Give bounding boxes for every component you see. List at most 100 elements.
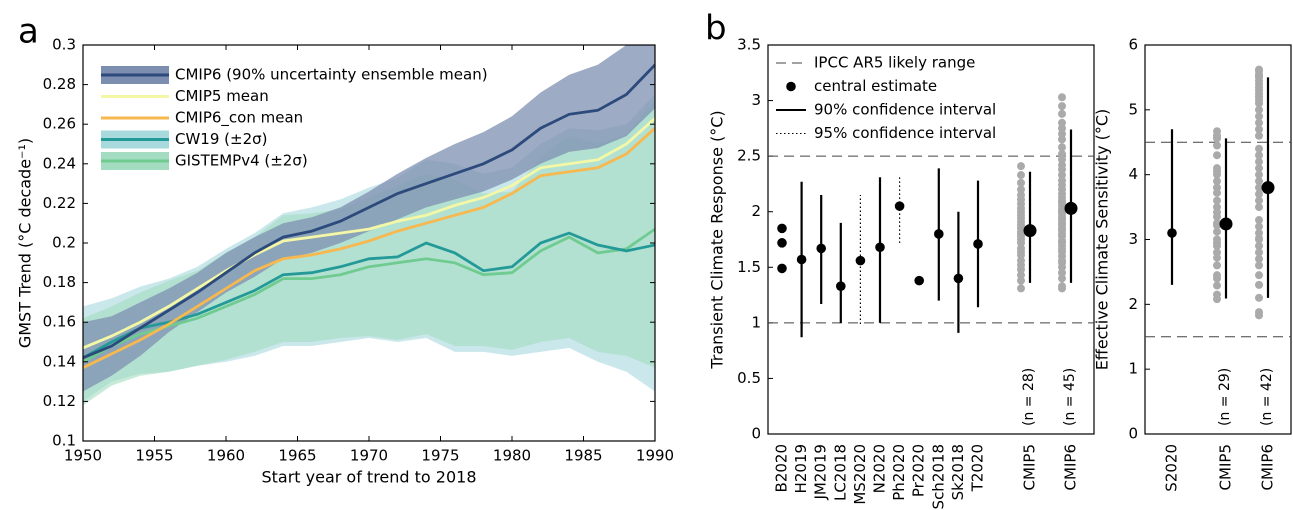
- category-label: T2020: [969, 444, 987, 492]
- category-label: Sk2018: [949, 444, 967, 500]
- model-value: [1255, 157, 1263, 166]
- model-value: [1255, 254, 1263, 263]
- model-value: [1213, 281, 1221, 290]
- y-tick-label: 0: [1128, 425, 1138, 443]
- plot-area: [83, 45, 655, 406]
- model-value: [1255, 248, 1263, 257]
- y-tick-label: 1.5: [737, 258, 761, 276]
- model-value: [1213, 261, 1221, 270]
- model-value: [1213, 219, 1221, 228]
- category-label: CMIP6: [1259, 444, 1277, 490]
- model-value: [1017, 276, 1025, 285]
- model-value: [1017, 162, 1025, 171]
- legend-label: central estimate: [814, 77, 937, 95]
- category-label: B2020: [773, 444, 791, 492]
- model-value: [1255, 216, 1263, 225]
- central-estimate: [953, 273, 964, 284]
- model-value: [1255, 183, 1263, 192]
- x-tick-label: 1965: [278, 447, 316, 465]
- model-value: [1058, 149, 1066, 158]
- category-label: S2020: [1163, 444, 1181, 492]
- model-value: [1255, 203, 1263, 212]
- model-value: [1058, 282, 1066, 291]
- model-value: [1255, 170, 1263, 179]
- series-line: [83, 227, 655, 364]
- model-value: [1255, 271, 1263, 280]
- category-label: JM2019: [812, 444, 830, 501]
- series-line: [83, 127, 655, 369]
- model-value: [1058, 161, 1066, 170]
- x-tick-label: 1980: [493, 447, 531, 465]
- y-tick-label: 0: [751, 425, 761, 443]
- model-value: [1255, 118, 1263, 127]
- ensemble-central-estimate: [1261, 181, 1275, 195]
- uncertainty-band: [83, 45, 655, 392]
- model-value: [1255, 229, 1263, 238]
- model-value: [1017, 171, 1025, 180]
- central-estimate: [836, 281, 846, 291]
- model-value: [1255, 190, 1263, 199]
- legend-label: CMIP6_con mean: [175, 109, 303, 128]
- category-label: CMIP5: [1021, 444, 1039, 490]
- model-value: [1255, 144, 1263, 153]
- y-tick-label: 3: [751, 91, 761, 109]
- model-value: [1058, 171, 1066, 180]
- uncertainty-band: [83, 100, 655, 406]
- y-tick-label: 0.2: [52, 234, 76, 252]
- model-value: [1213, 227, 1221, 236]
- x-tick-label: 1955: [135, 447, 173, 465]
- y-tick-label: 2: [1128, 295, 1138, 313]
- y-tick-label: 4: [1128, 165, 1138, 183]
- y-tick-label: 3: [1128, 230, 1138, 248]
- model-value: [1017, 284, 1025, 293]
- x-tick-label: 1950: [64, 447, 102, 465]
- central-estimate: [777, 238, 787, 248]
- model-value: [1213, 248, 1221, 257]
- x-tick-label: 1970: [350, 447, 388, 465]
- y-tick-label: 0.26: [43, 115, 76, 133]
- ensemble-central-estimate: [1064, 201, 1078, 215]
- sample-size-label: (n = 45): [1062, 368, 1078, 426]
- model-value: [1017, 256, 1025, 265]
- model-value: [1213, 127, 1221, 136]
- model-value: [1255, 308, 1263, 317]
- model-value: [1058, 143, 1066, 152]
- legend-label: IPCC AR5 likely range: [814, 54, 975, 72]
- model-value: [1017, 185, 1025, 194]
- model-value: [1017, 191, 1025, 200]
- model-value: [1213, 183, 1221, 192]
- model-value: [1058, 102, 1066, 111]
- model-value: [1058, 124, 1066, 133]
- category-label: CMIP6: [1062, 444, 1080, 490]
- model-value: [1255, 112, 1263, 121]
- y-axis-label: Effective Climate Sensitivity (°C): [1093, 109, 1112, 371]
- x-tick-label: 1985: [564, 447, 602, 465]
- model-value: [1255, 241, 1263, 250]
- panel-label: a: [18, 12, 39, 52]
- model-value: [1058, 129, 1066, 138]
- category-label: MS2020: [851, 444, 869, 505]
- model-value: [1213, 164, 1221, 173]
- model-value: [1255, 151, 1263, 160]
- model-value: [1058, 109, 1066, 118]
- model-value: [1058, 135, 1066, 144]
- model-value: [1213, 196, 1221, 205]
- central-estimate: [777, 223, 787, 234]
- model-value: [1213, 203, 1221, 212]
- series-line: [83, 63, 655, 360]
- model-value: [1017, 271, 1025, 280]
- y-tick-label: 0.16: [43, 313, 76, 331]
- model-value: [1058, 274, 1066, 283]
- model-value: [1255, 164, 1263, 173]
- model-value: [1255, 196, 1263, 205]
- central-estimate: [855, 255, 866, 266]
- y-tick-label: 0.14: [43, 352, 76, 370]
- panel-label: b: [705, 9, 727, 49]
- model-value: [1058, 118, 1066, 127]
- y-axis-label: Transient Climate Response (°C): [708, 110, 727, 369]
- category-label: N2020: [871, 444, 889, 493]
- series-line: [83, 117, 655, 350]
- model-value: [1255, 280, 1263, 289]
- y-tick-label: 1: [751, 313, 761, 331]
